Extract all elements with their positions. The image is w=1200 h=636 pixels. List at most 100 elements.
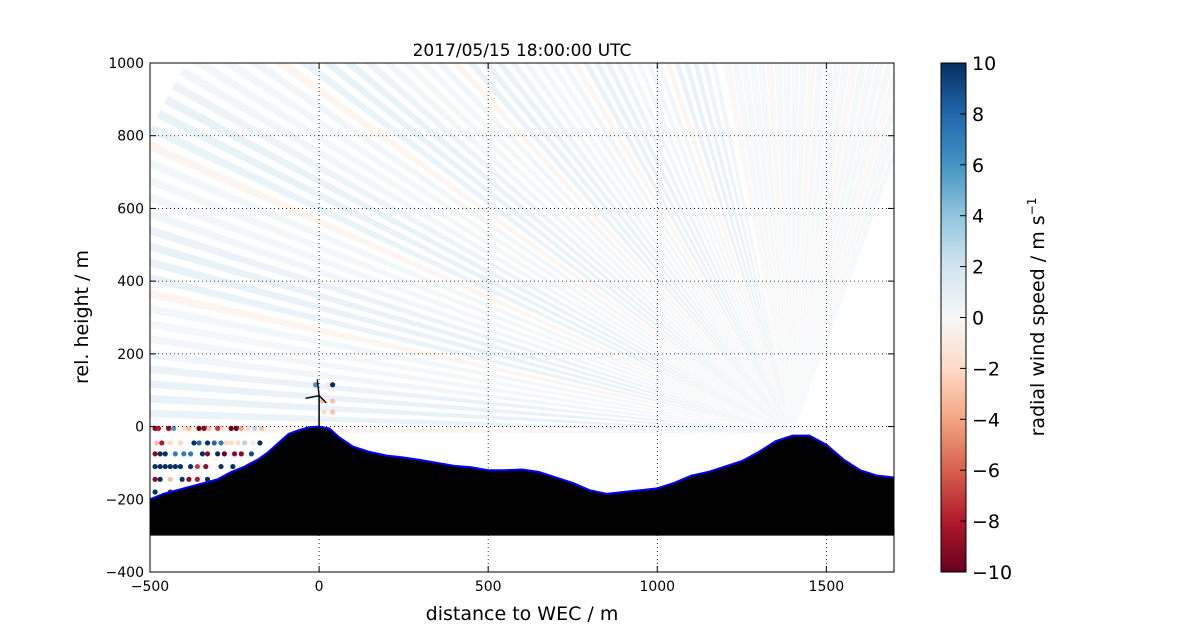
scan-ray bbox=[792, 63, 842, 434]
scan-ray bbox=[163, 95, 793, 434]
turbine-blade bbox=[318, 395, 327, 404]
colorbar-tick-label: 8 bbox=[972, 104, 984, 126]
scan-ray bbox=[792, 63, 850, 434]
scan-ray bbox=[702, 63, 793, 434]
scan-ray bbox=[179, 67, 793, 434]
scan-ray bbox=[274, 63, 793, 434]
scan-ray bbox=[792, 63, 894, 434]
turbine-blade bbox=[316, 379, 320, 396]
near-ground-points bbox=[152, 382, 336, 495]
y-axis-label: rel. height / m bbox=[71, 250, 93, 384]
colorbar-tick-label: 0 bbox=[972, 308, 984, 330]
scan-ray bbox=[560, 63, 793, 434]
scan-ray bbox=[150, 273, 793, 434]
x-tick-label: −500 bbox=[131, 579, 169, 595]
scan-ray bbox=[626, 63, 793, 434]
scan-ray bbox=[451, 63, 793, 434]
scatter-point bbox=[157, 451, 163, 457]
scatter-point bbox=[211, 440, 217, 446]
colorbar-tick-label: −8 bbox=[972, 511, 1000, 533]
colorbar-tick-label: 10 bbox=[972, 53, 996, 75]
scatter-point bbox=[172, 451, 178, 457]
plot-frame bbox=[149, 62, 895, 573]
scan-ray bbox=[655, 63, 793, 434]
scan-ray bbox=[150, 289, 793, 434]
scan-ray bbox=[792, 63, 808, 434]
scan-ray bbox=[363, 63, 793, 434]
scan-ray bbox=[792, 63, 867, 434]
scatter-point bbox=[230, 463, 236, 470]
scatter-point bbox=[162, 463, 168, 470]
scan-ray bbox=[792, 66, 894, 434]
y-tick-label: 200 bbox=[117, 347, 144, 363]
scatter-point bbox=[252, 425, 258, 431]
scan-ray bbox=[594, 63, 793, 434]
scan-ray bbox=[150, 304, 793, 434]
scan-ray bbox=[572, 63, 793, 434]
scan-ray bbox=[791, 63, 799, 434]
scan-ray bbox=[150, 335, 793, 434]
colorbar-tick-label: −4 bbox=[972, 409, 1000, 431]
scatter-point bbox=[215, 425, 221, 431]
scatter-point bbox=[228, 440, 234, 446]
scatter-point bbox=[248, 451, 255, 457]
scan-ray bbox=[435, 63, 793, 434]
grid bbox=[150, 63, 894, 572]
scatter-point bbox=[321, 409, 327, 415]
scatter-point bbox=[233, 425, 239, 431]
x-tick-label: 500 bbox=[475, 579, 502, 595]
scatter-point bbox=[186, 476, 192, 482]
scan-ray bbox=[732, 63, 793, 434]
scan-ray bbox=[221, 63, 793, 434]
scan-ray bbox=[150, 175, 793, 434]
scan-ray bbox=[150, 350, 793, 434]
scan-ray bbox=[156, 110, 793, 434]
y-tick-label: 1000 bbox=[108, 56, 144, 72]
scatter-point bbox=[187, 451, 194, 457]
scan-ray bbox=[615, 63, 793, 434]
y-tick-label: 600 bbox=[117, 201, 144, 217]
scatter-point bbox=[204, 476, 211, 482]
y-tick-label: 400 bbox=[117, 274, 144, 290]
colorbar-ticks: −10 −8 −6 −4 −2 0 2 4 6 8 10 bbox=[960, 53, 1012, 584]
scatter-point bbox=[238, 451, 244, 457]
scatter-point bbox=[181, 451, 187, 457]
scan-ray bbox=[665, 63, 793, 434]
x-axis-ticks: −500 0 500 1000 1500 bbox=[131, 63, 844, 595]
scatter-point bbox=[152, 476, 158, 482]
scatter-point bbox=[181, 425, 187, 431]
scan-ray bbox=[646, 63, 793, 434]
scatter-point bbox=[172, 463, 178, 470]
scatter-point bbox=[204, 451, 211, 457]
scan-ray bbox=[150, 379, 793, 434]
scan-ray bbox=[150, 258, 793, 434]
scan-ray bbox=[792, 63, 876, 434]
wind-turbine-icon bbox=[305, 379, 327, 427]
x-tick-label: 1000 bbox=[639, 579, 675, 595]
scatter-point bbox=[166, 425, 172, 431]
y-axis-ticks: −400 −200 0 200 400 600 800 1000 bbox=[106, 56, 894, 581]
scatter-point bbox=[155, 425, 162, 431]
scan-ray bbox=[792, 63, 885, 434]
scan-ray bbox=[783, 63, 793, 434]
scatter-point bbox=[187, 463, 194, 470]
colorbar-tick-label: −2 bbox=[972, 358, 1000, 380]
scatter-point bbox=[162, 451, 168, 457]
scatter-point bbox=[257, 440, 263, 446]
scatter-point bbox=[177, 463, 184, 470]
scan-ray bbox=[150, 409, 793, 434]
scatter-point bbox=[167, 476, 173, 482]
scan-ray bbox=[749, 63, 793, 434]
scan-ray bbox=[723, 63, 793, 434]
scan-ray bbox=[740, 63, 793, 434]
scatter-point bbox=[177, 440, 184, 446]
colorbar-label: radial wind speed / m s−1 bbox=[1025, 198, 1049, 437]
scatter-point bbox=[157, 476, 163, 482]
scatter-point bbox=[179, 476, 185, 482]
scan-ray bbox=[766, 63, 793, 434]
scatter-point bbox=[221, 451, 227, 457]
colorbar-tick-label: −6 bbox=[972, 460, 1000, 482]
scan-ray bbox=[636, 63, 793, 434]
scatter-point bbox=[330, 398, 336, 404]
